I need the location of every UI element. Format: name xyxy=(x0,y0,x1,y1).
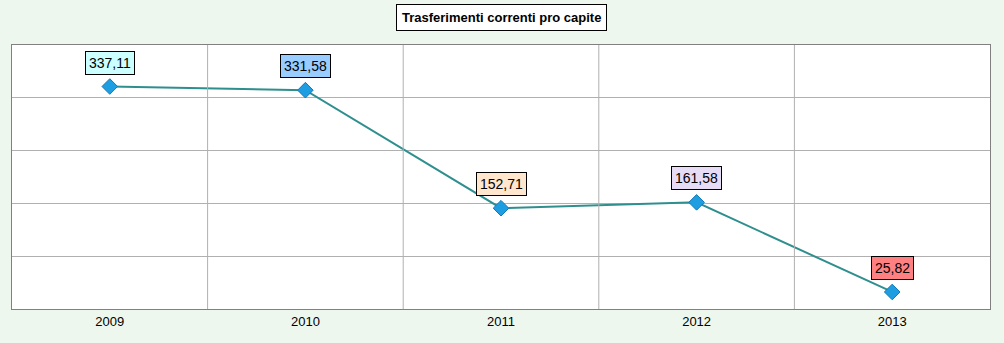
svg-text:161,58: 161,58 xyxy=(675,170,718,186)
svg-text:2013: 2013 xyxy=(878,314,907,329)
svg-text:2010: 2010 xyxy=(291,314,320,329)
svg-text:337,11: 337,11 xyxy=(89,55,131,71)
svg-text:2011: 2011 xyxy=(487,314,515,329)
svg-text:2012: 2012 xyxy=(682,314,711,329)
svg-text:25,82: 25,82 xyxy=(875,260,910,276)
svg-text:152,71: 152,71 xyxy=(480,176,523,192)
svg-text:331,58: 331,58 xyxy=(284,58,327,74)
svg-text:Trasferimenti correnti pro cap: Trasferimenti correnti pro capite xyxy=(402,10,601,25)
svg-text:2009: 2009 xyxy=(95,314,124,329)
